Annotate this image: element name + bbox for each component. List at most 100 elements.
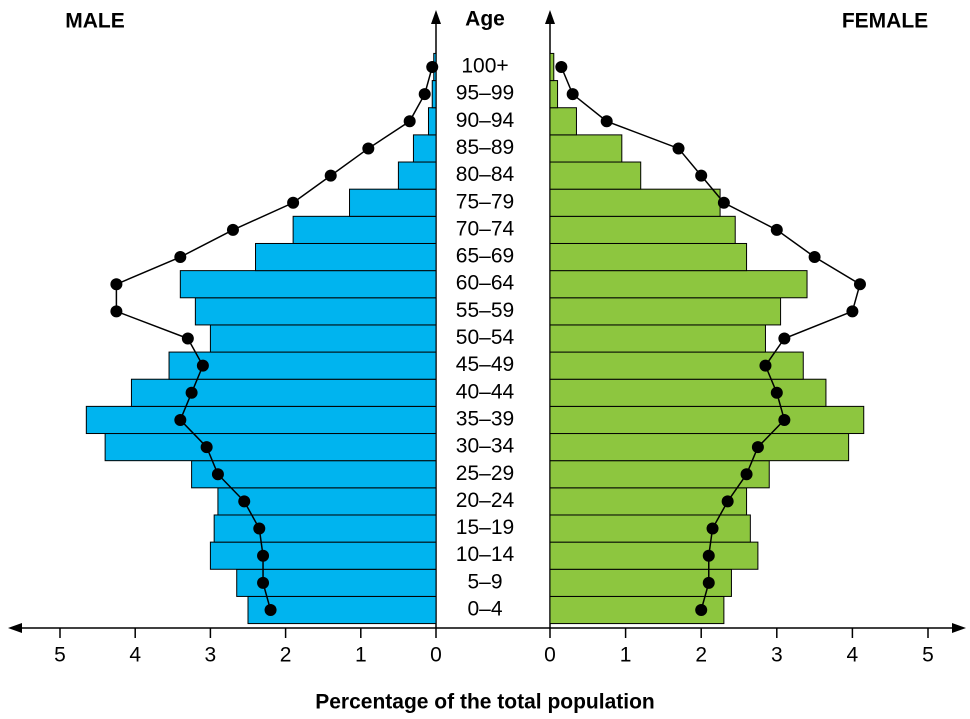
line-point bbox=[695, 604, 708, 616]
bar bbox=[549, 568, 732, 597]
bar bbox=[549, 460, 770, 489]
bar bbox=[549, 188, 721, 217]
bar bbox=[549, 52, 555, 82]
line-point bbox=[174, 413, 187, 426]
category-label: 30–34 bbox=[456, 435, 515, 458]
category-label: 85–89 bbox=[456, 136, 514, 159]
line-point bbox=[196, 359, 209, 372]
bar bbox=[179, 270, 437, 299]
x-tick-label: 5 bbox=[54, 644, 66, 667]
category-label: 55–59 bbox=[456, 299, 514, 322]
line-point bbox=[403, 115, 416, 128]
bar bbox=[349, 188, 437, 217]
bar bbox=[247, 595, 437, 625]
category-label: 70–74 bbox=[456, 217, 515, 240]
line-point bbox=[555, 61, 568, 73]
category-label: 60–64 bbox=[456, 272, 515, 295]
line-point bbox=[751, 441, 764, 454]
category-label: 90–94 bbox=[456, 109, 515, 132]
bar bbox=[549, 297, 782, 326]
category-label: 100+ bbox=[461, 55, 508, 78]
bar bbox=[255, 242, 437, 272]
bar bbox=[549, 80, 559, 109]
bar bbox=[549, 405, 865, 435]
line-point bbox=[846, 305, 859, 318]
x-tick-label: 4 bbox=[847, 644, 859, 667]
line-point bbox=[181, 332, 194, 345]
line-point bbox=[706, 522, 719, 535]
side-label: MALE bbox=[65, 10, 125, 33]
line-point bbox=[770, 386, 783, 399]
line-point bbox=[853, 278, 866, 291]
arrow-head bbox=[952, 623, 966, 633]
x-axis-label: Percentage of the total population bbox=[315, 691, 655, 714]
x-tick-label: 3 bbox=[205, 644, 217, 667]
category-label: 75–79 bbox=[456, 190, 514, 213]
bar bbox=[549, 161, 642, 190]
line-point bbox=[426, 61, 439, 73]
line-point bbox=[740, 468, 753, 481]
category-label: 50–54 bbox=[456, 326, 515, 349]
line-point bbox=[110, 278, 123, 291]
line-point bbox=[257, 549, 270, 562]
line-point bbox=[362, 142, 375, 155]
line-point bbox=[600, 115, 613, 128]
line-point bbox=[287, 196, 300, 209]
bar bbox=[549, 514, 751, 543]
bar bbox=[104, 433, 437, 462]
arrow-head bbox=[545, 10, 555, 24]
bar bbox=[431, 80, 437, 109]
line-point bbox=[770, 223, 783, 236]
x-tick-label: 2 bbox=[695, 644, 707, 667]
line-point bbox=[200, 441, 213, 454]
bar bbox=[549, 270, 808, 299]
category-label: 65–69 bbox=[456, 245, 514, 268]
line-point bbox=[702, 576, 715, 589]
line-point bbox=[185, 386, 198, 399]
category-label: 10–14 bbox=[456, 543, 515, 566]
bar bbox=[130, 378, 437, 407]
bar bbox=[549, 242, 748, 272]
bar bbox=[292, 215, 437, 244]
x-tick-label: 2 bbox=[280, 644, 292, 667]
bar bbox=[427, 107, 437, 136]
arrow-head bbox=[431, 10, 441, 24]
line-point bbox=[253, 522, 266, 535]
line-point bbox=[717, 196, 730, 209]
bar bbox=[549, 107, 577, 136]
bar bbox=[549, 433, 850, 462]
line-point bbox=[238, 495, 251, 508]
line-point bbox=[264, 604, 277, 616]
side-label: FEMALE bbox=[842, 10, 928, 33]
bar bbox=[209, 541, 437, 570]
line-point bbox=[672, 142, 685, 155]
category-label: 95–99 bbox=[456, 82, 514, 105]
x-tick-label: 3 bbox=[771, 644, 783, 667]
line-point bbox=[566, 88, 579, 101]
bar bbox=[549, 324, 766, 353]
line-point bbox=[211, 468, 224, 481]
bar bbox=[194, 297, 437, 326]
bar bbox=[209, 324, 437, 353]
line-point bbox=[778, 413, 791, 426]
bar bbox=[217, 487, 437, 516]
bar bbox=[549, 595, 725, 625]
category-label: 15–19 bbox=[456, 516, 514, 539]
category-label: 5–9 bbox=[467, 570, 502, 593]
bar bbox=[549, 541, 759, 570]
line-point bbox=[257, 576, 270, 589]
line-point bbox=[695, 169, 708, 182]
line-point bbox=[324, 169, 337, 182]
line-point bbox=[702, 549, 715, 562]
bar bbox=[549, 215, 736, 244]
line-point bbox=[110, 305, 123, 318]
x-tick-label: 1 bbox=[355, 644, 367, 667]
line-point bbox=[418, 88, 431, 101]
x-tick-label: 1 bbox=[620, 644, 632, 667]
bar bbox=[191, 460, 437, 489]
category-label: 0–4 bbox=[467, 598, 502, 621]
line-point bbox=[808, 251, 821, 264]
category-label: 25–29 bbox=[456, 462, 514, 485]
bar bbox=[213, 514, 437, 543]
category-label: 45–49 bbox=[456, 353, 514, 376]
